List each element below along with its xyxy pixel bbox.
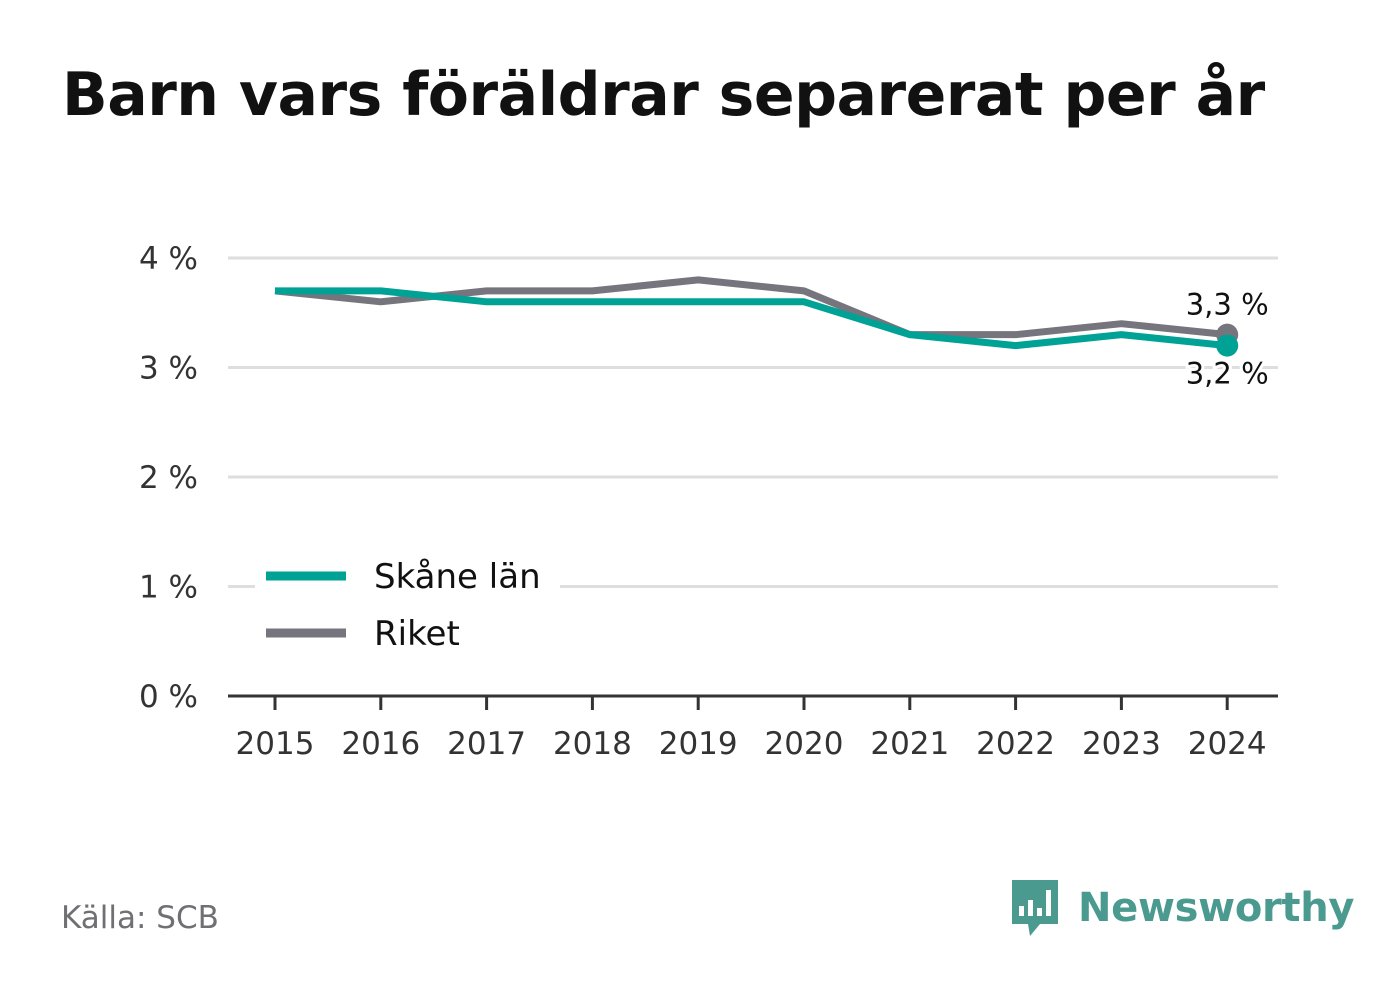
x-tick-label: 2018 [553, 726, 632, 762]
x-tick-label: 2017 [447, 726, 526, 762]
x-tick-label: 2021 [870, 726, 949, 762]
y-tick-label: 2 % [139, 460, 198, 496]
x-tick-label: 2016 [341, 726, 420, 762]
y-tick-label: 1 % [139, 570, 198, 606]
y-tick-label: 4 % [139, 241, 198, 277]
end-point-marker [1216, 334, 1239, 357]
y-tick-label: 3 % [139, 351, 198, 387]
legend-label: Riket [374, 614, 460, 654]
series-line-skane-lan [275, 287, 1228, 350]
x-tick-label: 2015 [236, 726, 315, 762]
y-tick-label: 0 % [139, 679, 198, 715]
x-tick-label: 2024 [1188, 726, 1267, 762]
series-line-riket [274, 276, 1228, 339]
x-tick-label: 2023 [1082, 726, 1161, 762]
brand-name: Newsworthy [1078, 885, 1355, 931]
end-data-label: 3,2 % [1186, 357, 1269, 391]
x-tick-label: 2022 [976, 726, 1055, 762]
chart-title: Barn vars föräldrar separerat per år [62, 60, 1265, 130]
x-tick-label: 2020 [765, 726, 844, 762]
brand-logo[interactable]: Newsworthy [1010, 878, 1355, 938]
newsworthy-logo-icon [1012, 880, 1058, 936]
end-data-label: 3,3 % [1186, 288, 1269, 322]
source-text: Källa: SCB [61, 900, 219, 936]
legend-label: Skåne län [374, 557, 541, 597]
x-tick-label: 2019 [659, 726, 738, 762]
